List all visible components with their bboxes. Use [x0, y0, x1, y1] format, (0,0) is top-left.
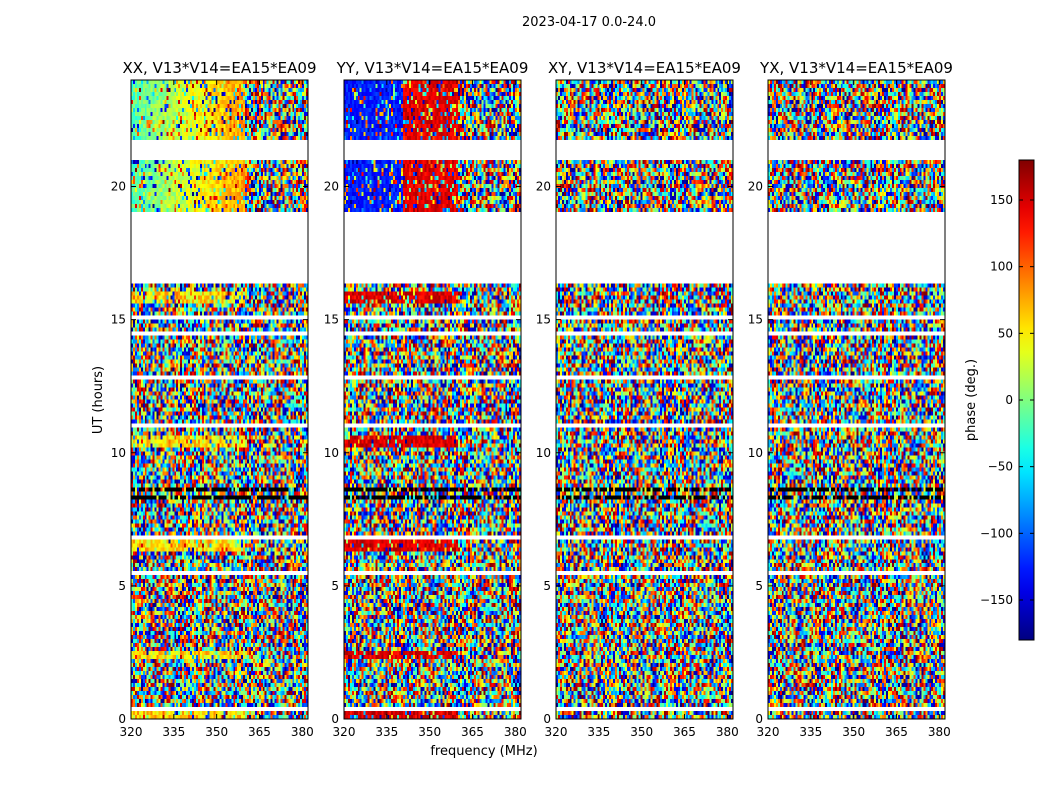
x-tick-label: 365 [461, 725, 484, 739]
x-tick-label: 380 [716, 725, 739, 739]
y-tick-label: 5 [543, 579, 551, 593]
colorbar-tick-label: 100 [990, 260, 1013, 274]
x-tick-label: 380 [291, 725, 314, 739]
panel-1: XX, V13*V14=EA15*EA09 320 335 350 365 380 0 5 10… [111, 59, 317, 739]
colorbar-tick-label: 150 [990, 193, 1013, 207]
heatmap-raster [768, 80, 945, 719]
panel-title: XY, V13*V14=EA15*EA09 [548, 59, 741, 77]
colorbar-label: phase (deg.) [964, 359, 979, 441]
panel-title: XX, V13*V14=EA15*EA09 [122, 59, 316, 77]
y-tick-label: 20 [111, 180, 126, 194]
y-tick-label: 5 [755, 579, 763, 593]
y-tick-label: 10 [748, 446, 763, 460]
x-tick-label: 335 [162, 725, 185, 739]
colorbar-tick-label: −50 [988, 460, 1013, 474]
panel-2: YY, V13*V14=EA15*EA09 320 335 350 365 380 0 5 10… [324, 59, 529, 739]
x-tick-label: 335 [375, 725, 398, 739]
panel-frame [767, 79, 946, 720]
y-tick-label: 10 [111, 446, 126, 460]
y-axis-label: UT (hours) [91, 366, 106, 434]
y-tick-label: 0 [543, 712, 551, 726]
x-tick-label: 350 [205, 725, 228, 739]
y-tick-label: 5 [118, 579, 126, 593]
colorbar-tick-label: 0 [1005, 393, 1013, 407]
y-tick-label: 15 [536, 313, 551, 327]
y-tick-label: 20 [536, 180, 551, 194]
x-tick-label: 350 [630, 725, 653, 739]
x-tick-label: 320 [333, 725, 356, 739]
x-tick-label: 320 [545, 725, 568, 739]
panels-group: XX, V13*V14=EA15*EA09 320 335 350 365 380 0 5 10… [111, 59, 953, 739]
x-tick-label: 365 [885, 725, 908, 739]
y-tick-label: 20 [748, 180, 763, 194]
panel-frame [555, 79, 734, 720]
x-tick-label: 350 [842, 725, 865, 739]
y-tick-label: 0 [755, 712, 763, 726]
colorbar-tick-label: −150 [980, 593, 1013, 607]
x-tick-label: 335 [587, 725, 610, 739]
y-tick-label: 15 [748, 313, 763, 327]
colorbar: −150 −100 −50 0 50 100 150 [980, 159, 1035, 641]
y-tick-label: 0 [331, 712, 339, 726]
heatmap-raster [556, 80, 733, 719]
y-tick-label: 20 [324, 180, 339, 194]
panel-frame [130, 79, 309, 720]
panel-3: XY, V13*V14=EA15*EA09 320 335 350 365 380 0 5 10… [536, 59, 741, 739]
x-tick-label: 380 [504, 725, 527, 739]
panel-frame [343, 79, 522, 720]
panel-4: YX, V13*V14=EA15*EA09 320 335 350 365 380 0 5 10… [748, 59, 953, 739]
y-tick-label: 15 [111, 313, 126, 327]
x-tick-label: 335 [799, 725, 822, 739]
colorbar-tick-label: 50 [998, 326, 1013, 340]
figure-title: 2023-04-17 0.0-24.0 [522, 15, 656, 30]
panel-title: YY, V13*V14=EA15*EA09 [336, 59, 529, 77]
y-tick-label: 10 [536, 446, 551, 460]
x-tick-label: 320 [120, 725, 143, 739]
y-tick-label: 10 [324, 446, 339, 460]
y-tick-label: 0 [118, 712, 126, 726]
panel-title: YX, V13*V14=EA15*EA09 [759, 59, 953, 77]
x-tick-label: 380 [928, 725, 951, 739]
x-tick-label: 365 [673, 725, 696, 739]
heatmap-raster [344, 80, 521, 719]
x-tick-label: 320 [757, 725, 780, 739]
heatmap-raster [131, 80, 308, 719]
x-axis-label: frequency (MHz) [430, 744, 537, 759]
y-tick-label: 5 [331, 579, 339, 593]
x-tick-label: 350 [418, 725, 441, 739]
x-tick-label: 365 [248, 725, 271, 739]
colorbar-tick-label: −100 [980, 526, 1013, 540]
y-tick-label: 15 [324, 313, 339, 327]
